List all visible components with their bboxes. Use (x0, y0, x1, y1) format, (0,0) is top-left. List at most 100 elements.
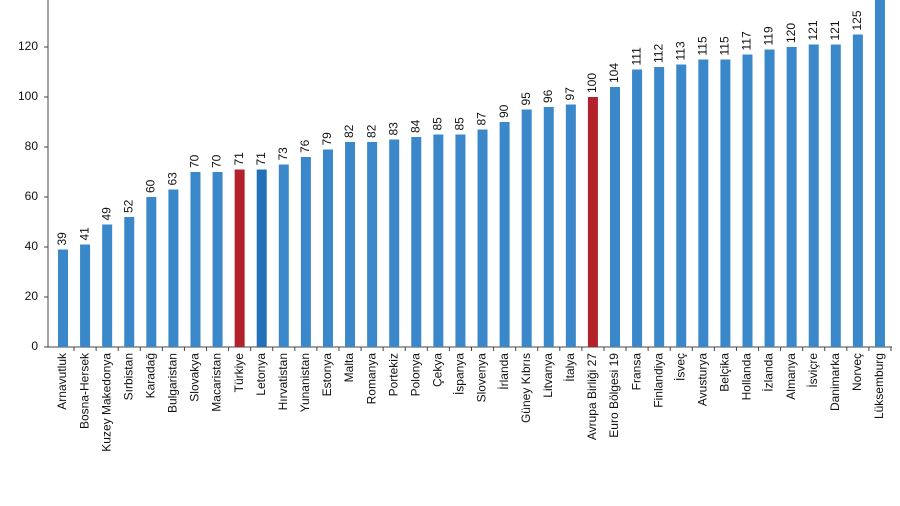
value-label: 90 (497, 104, 511, 118)
bar (146, 197, 157, 347)
x-tick-label: Finlandiya (651, 353, 665, 408)
value-label: 104 (607, 63, 621, 83)
x-tick-label: Romanya (364, 353, 378, 405)
bar (124, 217, 135, 347)
bar (521, 109, 532, 347)
bar (477, 129, 488, 347)
value-label: 87 (475, 112, 489, 126)
value-label: 73 (276, 147, 290, 161)
value-label: 96 (541, 89, 555, 103)
value-label: 76 (298, 139, 312, 153)
value-label: 39 (55, 232, 69, 246)
value-label: 84 (408, 119, 422, 133)
x-tick-label: Letonya (254, 353, 268, 396)
value-label: 113 (673, 41, 687, 60)
x-tick-label: Avrupa Birliği 27 (585, 353, 599, 440)
bar (256, 169, 267, 347)
value-label: 85 (453, 117, 467, 131)
x-tick-label: Avusturya (695, 353, 709, 406)
x-tick-label: Hırvatistan (276, 353, 290, 410)
y-tick-label: 60 (25, 189, 39, 203)
bar (742, 54, 753, 347)
value-label: 115 (695, 36, 709, 55)
x-tick-label: Malta (342, 353, 356, 383)
value-label: 71 (232, 152, 246, 166)
value-label: 49 (99, 207, 113, 221)
y-tick-label: 20 (25, 289, 39, 303)
value-label: 121 (806, 20, 820, 40)
bar (698, 59, 709, 347)
x-tick-label: Türkiye (232, 353, 246, 393)
bar (322, 149, 333, 347)
bar (190, 172, 201, 347)
value-label: 60 (143, 179, 157, 193)
x-tick-label: Danimarka (828, 353, 842, 411)
bar (433, 134, 444, 347)
bar (543, 107, 554, 347)
x-tick-label: Fransa (629, 353, 643, 391)
bar (80, 244, 91, 347)
bar (565, 104, 576, 347)
x-tick-label: Portekiz (386, 353, 400, 396)
bar (587, 97, 598, 347)
x-tick-label: Karadağ (143, 353, 157, 398)
y-tick-label: 140 (18, 0, 38, 3)
value-label: 70 (210, 154, 224, 168)
x-tick-label: Estonya (320, 353, 334, 397)
bar (278, 164, 289, 347)
bar (830, 44, 841, 347)
y-tick-label: 80 (25, 139, 39, 153)
x-tick-label: Slovakya (188, 353, 202, 402)
x-tick-label: Hollanda (740, 353, 754, 401)
x-tick-label: Bosna-Hersek (77, 352, 91, 429)
x-tick-label: İsveç (673, 353, 687, 381)
value-label: 112 (651, 44, 665, 63)
bar (654, 67, 665, 347)
value-label: 125 (850, 10, 864, 30)
value-label: 111 (629, 47, 643, 66)
x-tick-label: Bulgaristan (166, 353, 180, 413)
value-label: 85 (431, 117, 445, 131)
x-tick-label: Slovenya (475, 353, 489, 403)
value-label: 41 (77, 227, 91, 241)
x-tick-label: Euro Bölgesi 19 (607, 353, 621, 438)
bar (58, 249, 68, 347)
y-tick-label: 40 (25, 239, 39, 253)
bar (168, 189, 179, 347)
x-tick-label: Güney Kıbrıs (519, 353, 533, 423)
bar (808, 44, 819, 347)
value-label: 121 (828, 20, 842, 40)
bar (499, 122, 510, 347)
x-tick-label: İspanya (453, 353, 467, 395)
bar (874, 0, 885, 347)
bar (610, 87, 620, 347)
x-tick-label: Lüksemburg (872, 353, 886, 419)
x-tick-label: Macaristan (210, 353, 224, 412)
y-tick-label: 120 (18, 39, 38, 53)
x-tick-label: Çekya (431, 353, 445, 387)
x-tick-label: Belçika (718, 353, 732, 392)
bar (389, 139, 400, 347)
y-tick-label: 0 (31, 339, 38, 353)
value-label: 120 (784, 23, 798, 43)
x-tick-label: İsviçre (806, 353, 820, 388)
bar (411, 137, 422, 347)
bar (300, 157, 311, 347)
value-label: 115 (718, 36, 732, 55)
x-tick-label: Yunanistan (298, 353, 312, 412)
x-tick-label: Litvanya (541, 353, 555, 398)
x-tick-label: İtalya (563, 353, 577, 382)
y-tick-label: 100 (18, 89, 38, 103)
bar (212, 172, 223, 347)
value-label: 100 (585, 73, 599, 93)
bar (852, 34, 863, 347)
bar (102, 224, 113, 347)
value-label: 82 (342, 124, 356, 138)
bar (786, 47, 797, 347)
value-label: 117 (740, 31, 754, 50)
bar (676, 64, 687, 347)
value-label: 70 (188, 154, 202, 168)
value-label: 95 (519, 92, 533, 106)
x-tick-label: Kuzey Makedonya (99, 353, 113, 452)
